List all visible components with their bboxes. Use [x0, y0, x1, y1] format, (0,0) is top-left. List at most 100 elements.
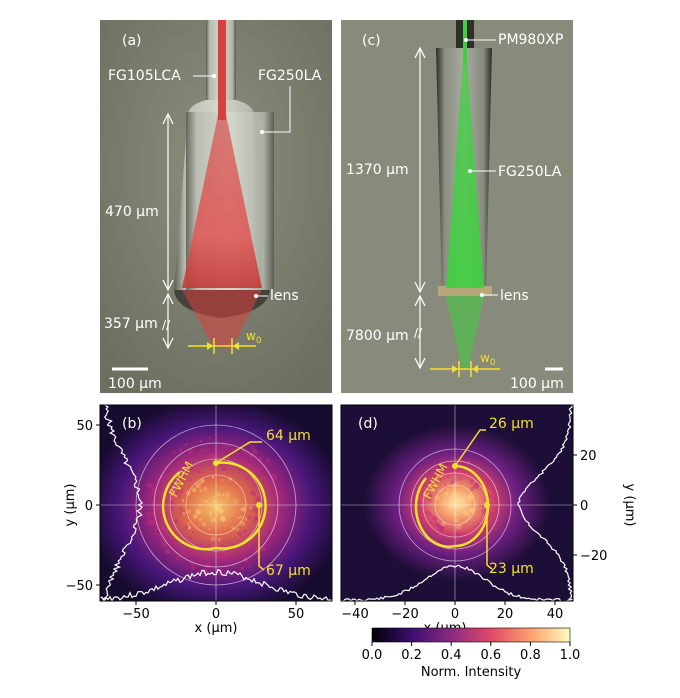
- panel-d-xtick-label: −20: [391, 607, 418, 622]
- speckle: [156, 521, 161, 525]
- colorbar-label: Norm. Intensity: [421, 665, 522, 680]
- colorbar-tick-label: 0.2: [401, 648, 422, 663]
- speckle: [225, 492, 230, 498]
- speckle: [237, 516, 241, 520]
- speckle: [455, 531, 461, 537]
- speckle: [150, 520, 156, 525]
- panel-c-label-fiber-body: FG250LA: [498, 164, 562, 180]
- speckle: [235, 452, 240, 457]
- speckle: [225, 446, 229, 450]
- panel-b-annot-right: 67 µm: [266, 563, 311, 579]
- speckle: [198, 511, 201, 514]
- speckle: [272, 485, 276, 488]
- speckle: [152, 523, 157, 528]
- speckle: [165, 473, 170, 478]
- panel-a-label-fiber-top: FG105LCA: [108, 68, 181, 84]
- speckle: [209, 514, 212, 517]
- speckle: [254, 509, 259, 514]
- panel-a-gap-label: 357 µm: [104, 316, 158, 332]
- speckle: [184, 524, 189, 529]
- speckle: [218, 508, 224, 514]
- speckle: [198, 504, 202, 508]
- speckle: [204, 499, 208, 503]
- speckle: [265, 512, 271, 518]
- speckle: [216, 492, 221, 497]
- panel-b-annot-top: 64 µm: [266, 428, 311, 444]
- speckle: [282, 504, 288, 509]
- speckle: [271, 473, 277, 479]
- panel-d-xtick-label: −40: [341, 607, 368, 622]
- speckle: [241, 449, 246, 454]
- speckle: [210, 517, 216, 523]
- panel-b-xtick-label: 50: [288, 607, 305, 622]
- speckle: [191, 487, 197, 493]
- speckle: [431, 515, 437, 521]
- speckle: [454, 494, 459, 499]
- panel-b-ytick-label: 50: [76, 419, 93, 434]
- speckle: [260, 546, 266, 552]
- speckle: [431, 466, 438, 473]
- speckle: [469, 509, 474, 513]
- panel-a-beam-focus: [182, 290, 262, 348]
- speckle: [481, 508, 487, 514]
- speckle: [155, 512, 159, 516]
- speckle: [253, 547, 258, 552]
- speckle: [244, 517, 248, 521]
- speckle: [449, 463, 453, 466]
- panel-d-tag: (d): [358, 416, 378, 432]
- colorbar: 0.0 0.2 0.4 0.6 0.8 1.0 Norm. Intensity: [362, 627, 580, 680]
- speckle: [266, 504, 272, 510]
- speckle: [240, 567, 244, 571]
- speckle: [249, 506, 252, 510]
- speckle: [208, 527, 211, 530]
- speckle: [198, 488, 202, 492]
- speckle: [187, 509, 192, 514]
- speckle: [183, 549, 186, 553]
- speckle: [185, 472, 189, 476]
- speckle: [456, 500, 462, 506]
- panel-b-xtick-label: −50: [122, 607, 149, 622]
- speckle: [188, 466, 194, 472]
- speckle: [211, 498, 214, 501]
- panel-b-xtick-label: 0: [212, 607, 220, 622]
- panel-c-beam-cone: [446, 60, 484, 288]
- speckle: [200, 448, 204, 451]
- speckle: [178, 488, 184, 494]
- svg-text://: //: [162, 318, 171, 332]
- speckle: [272, 534, 276, 537]
- speckle: [198, 479, 204, 485]
- speckle: [154, 527, 159, 531]
- panel-c-gap-label: 7800 µm: [346, 328, 409, 344]
- speckle: [454, 537, 461, 544]
- speckle: [198, 517, 203, 522]
- speckle: [208, 464, 211, 467]
- speckle: [490, 516, 494, 520]
- panel-d-xtick-label: 20: [497, 607, 514, 622]
- speckle: [221, 443, 227, 448]
- speckle: [195, 485, 198, 489]
- speckle: [192, 530, 196, 534]
- speckle: [267, 490, 271, 494]
- panel-d-x-profile: [340, 564, 574, 602]
- speckle: [258, 466, 263, 471]
- speckle: [168, 521, 171, 524]
- speckle: [157, 511, 162, 516]
- colorbar-tick-label: 0.0: [362, 648, 383, 663]
- speckle: [463, 510, 469, 516]
- speckle: [195, 482, 201, 488]
- panel-d-xtick-label: 0: [451, 607, 459, 622]
- speckle: [209, 511, 213, 515]
- speckle: [428, 494, 431, 497]
- speckle: [216, 553, 221, 558]
- speckle: [424, 511, 428, 515]
- speckle: [185, 526, 188, 529]
- speckle: [221, 466, 227, 472]
- speckle: [457, 470, 461, 474]
- panel-d-xtick-label: 40: [547, 607, 564, 622]
- panel-c-beam-core: [463, 20, 467, 65]
- colorbar-tick-label: 0.4: [441, 648, 462, 663]
- speckle: [428, 473, 432, 476]
- speckle: [425, 497, 431, 502]
- speckle: [231, 447, 234, 451]
